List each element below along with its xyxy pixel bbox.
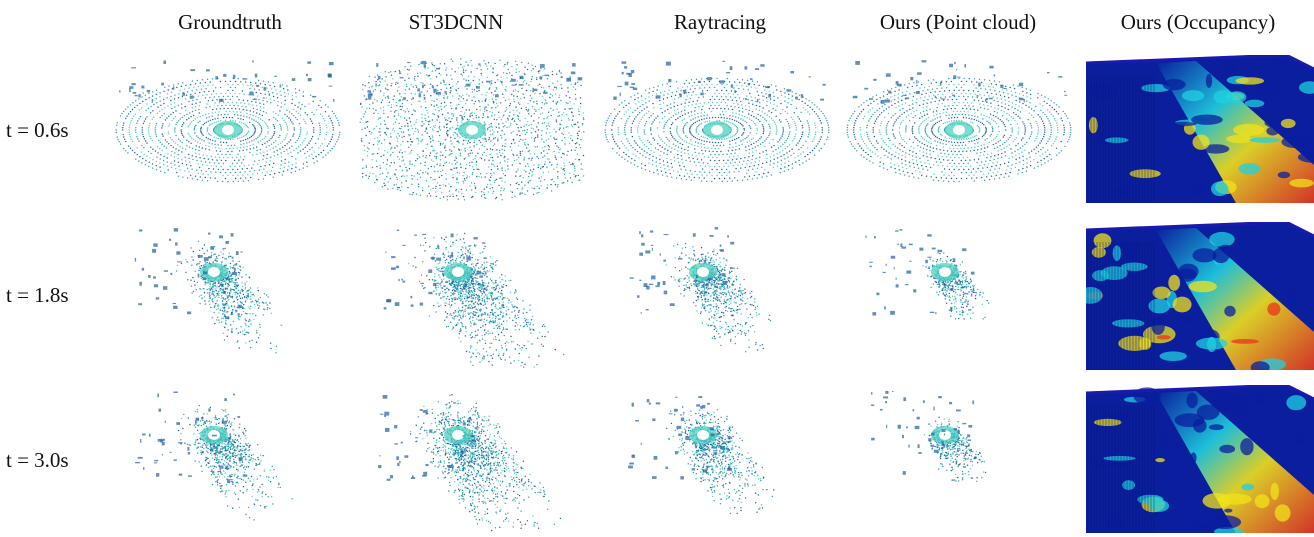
row-label-t30: t = 3.0s xyxy=(6,448,69,472)
column-header-raytracing: Raytracing xyxy=(673,10,767,34)
point-cloud-panel xyxy=(603,385,831,533)
column-header-groundtruth: Groundtruth xyxy=(178,10,282,34)
point-cloud-panel xyxy=(845,385,1073,533)
point-cloud-panel xyxy=(845,55,1073,203)
row-label-t06: t = 0.6s xyxy=(6,118,69,142)
point-cloud-panel xyxy=(358,222,586,370)
occupancy-heatmap xyxy=(1086,55,1314,203)
point-cloud-panel xyxy=(603,222,831,370)
occupancy-heatmap xyxy=(1086,222,1314,370)
column-header-ours-occupancy: Ours (Occupancy) xyxy=(1120,10,1276,34)
point-cloud-panel xyxy=(845,222,1073,370)
column-header-st3dcnn: ST3DCNN xyxy=(408,10,504,34)
point-cloud-panel xyxy=(603,55,831,203)
point-cloud-panel xyxy=(114,55,342,203)
point-cloud-panel xyxy=(114,222,342,370)
point-cloud-panel xyxy=(358,385,586,533)
point-cloud-panel xyxy=(114,385,342,533)
point-cloud-panel xyxy=(358,55,586,203)
row-label-t18: t = 1.8s xyxy=(6,283,69,307)
occupancy-heatmap xyxy=(1086,385,1314,533)
column-header-ours-point-cloud: Ours (Point cloud) xyxy=(879,10,1037,34)
